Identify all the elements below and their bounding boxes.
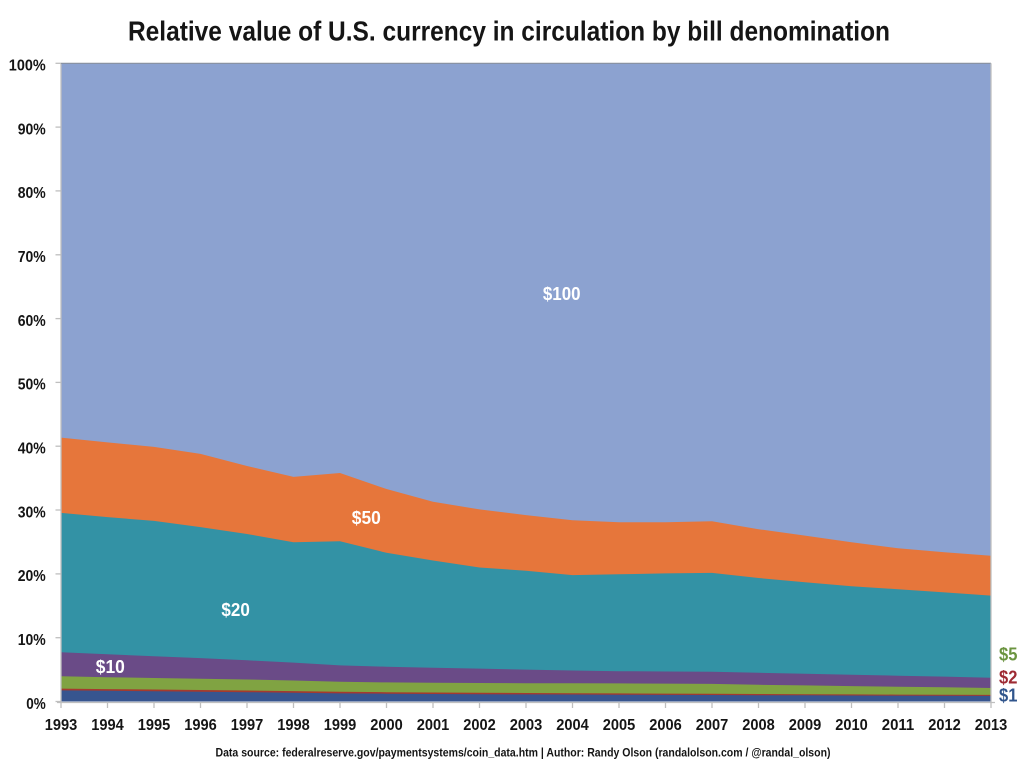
svg-text:Data source: federalreserve.go: Data source: federalreserve.gov/payments…	[216, 747, 831, 759]
svg-text:2001: 2001	[417, 717, 450, 734]
svg-text:2011: 2011	[882, 717, 915, 734]
svg-text:1993: 1993	[45, 717, 78, 734]
svg-text:0%: 0%	[26, 696, 46, 713]
svg-text:1995: 1995	[138, 717, 171, 734]
svg-text:1999: 1999	[324, 717, 357, 734]
svg-text:2009: 2009	[789, 717, 822, 734]
svg-text:2004: 2004	[556, 717, 589, 734]
svg-text:2013: 2013	[975, 717, 1008, 734]
svg-text:1994: 1994	[91, 717, 124, 734]
svg-text:$5: $5	[999, 644, 1017, 665]
svg-text:2006: 2006	[649, 717, 682, 734]
svg-text:1998: 1998	[277, 717, 310, 734]
svg-text:2008: 2008	[742, 717, 775, 734]
svg-text:$10: $10	[96, 656, 125, 677]
svg-text:40%: 40%	[18, 441, 46, 458]
svg-text:$50: $50	[352, 507, 381, 528]
svg-text:$1: $1	[999, 685, 1017, 706]
svg-text:100%: 100%	[9, 58, 46, 75]
svg-text:$20: $20	[221, 599, 249, 620]
svg-text:2002: 2002	[463, 717, 496, 734]
svg-text:2005: 2005	[603, 717, 636, 734]
svg-text:2010: 2010	[835, 717, 868, 734]
svg-text:2003: 2003	[510, 717, 543, 734]
svg-text:2012: 2012	[928, 717, 961, 734]
svg-text:70%: 70%	[18, 249, 46, 266]
svg-text:60%: 60%	[18, 313, 46, 330]
svg-text:2007: 2007	[696, 717, 729, 734]
svg-text:1997: 1997	[231, 717, 264, 734]
svg-text:80%: 80%	[18, 185, 46, 202]
svg-text:$100: $100	[543, 283, 581, 304]
svg-text:20%: 20%	[18, 568, 46, 585]
svg-text:Relative value of U.S. currenc: Relative value of U.S. currency in circu…	[128, 15, 890, 46]
svg-text:30%: 30%	[18, 504, 46, 521]
svg-text:10%: 10%	[18, 632, 46, 649]
svg-text:90%: 90%	[18, 121, 46, 138]
svg-text:50%: 50%	[18, 377, 46, 394]
svg-text:$2: $2	[999, 666, 1017, 687]
svg-text:1996: 1996	[184, 717, 217, 734]
svg-text:2000: 2000	[370, 717, 403, 734]
